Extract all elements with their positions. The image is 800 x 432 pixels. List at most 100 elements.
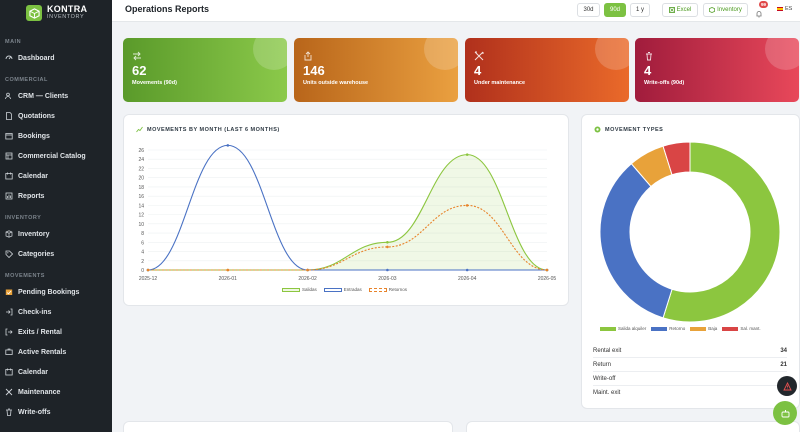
nav-section-heading: MOVEMENTS xyxy=(5,273,45,279)
excel-label: Excel xyxy=(676,7,692,13)
kpi-value: 4 xyxy=(644,63,652,78)
kpi-value: 62 xyxy=(132,63,147,78)
data-point-salidas xyxy=(465,153,469,156)
sidebar-item-calendar[interactable]: Calendar xyxy=(0,166,112,186)
brand-name: KONTRA xyxy=(47,4,88,14)
line-chart-icon xyxy=(136,126,143,133)
sidebar-item-pending-bookings[interactable]: Pending Bookings xyxy=(0,282,112,302)
kpi-value: 4 xyxy=(474,63,482,78)
data-point-salidas xyxy=(386,241,389,244)
sidebar-item-maintenance[interactable]: Maintenance xyxy=(0,382,112,402)
language-label: ES xyxy=(785,6,793,12)
sidebar-item-label: Calendar xyxy=(18,172,48,180)
y-tick-label: 0 xyxy=(141,268,144,274)
bookings-icon xyxy=(5,132,13,140)
notifications-button[interactable]: 99 xyxy=(755,1,769,18)
sidebar-item-label: Maintenance xyxy=(18,388,61,396)
sidebar-item-check-ins[interactable]: Check-ins xyxy=(0,302,112,322)
range-1y-button[interactable]: 1 y xyxy=(630,3,650,17)
movement-types-donut xyxy=(599,141,781,323)
legend-item-salidas[interactable]: Salidas xyxy=(282,287,317,292)
sidebar-item-label: Calendar xyxy=(18,368,48,376)
y-tick-label: 4 xyxy=(141,250,144,256)
data-point-entradas xyxy=(386,268,389,272)
assistant-fab-button[interactable] xyxy=(773,401,797,425)
legend-item-entradas[interactable]: Entradas xyxy=(323,287,362,292)
legend-item-sal-mant[interactable]: Sal. mant. xyxy=(722,326,761,331)
series-line-retornos xyxy=(148,204,548,271)
sidebar-item-dashboard[interactable]: Dashboard xyxy=(0,48,112,68)
y-tick-label: 8 xyxy=(141,231,144,237)
pie-icon xyxy=(594,126,601,133)
panel-title: MOVEMENT TYPES xyxy=(594,126,663,133)
sidebar-item-reports[interactable]: Reports xyxy=(0,186,112,206)
sidebar-item-categories[interactable]: Categories xyxy=(0,244,112,264)
panel-title: MOVEMENTS BY MONTH (LAST 6 MONTHS) xyxy=(136,126,280,133)
kpi-card-maintenance: 4 Under maintenance xyxy=(465,38,629,102)
sidebar-item-calendar[interactable]: Calendar xyxy=(0,362,112,382)
top-header: Operations Reports 30d 90d 1 y Excel Inv… xyxy=(112,0,800,22)
x-tick-label: 2025-12 xyxy=(139,276,158,282)
legend-item-salida-alquiler[interactable]: Salida alquiler xyxy=(600,326,646,331)
language-selector[interactable]: ES xyxy=(777,6,792,12)
inventory-label: Inventory xyxy=(717,7,742,13)
type-row-write-off: Write-off xyxy=(593,372,787,386)
series-area-salidas xyxy=(148,154,547,270)
kpi-card-movements: 62 Movements (90d) xyxy=(123,38,287,102)
data-point-retornos xyxy=(386,245,389,249)
pending-icon xyxy=(5,288,13,296)
y-tick-label: 10 xyxy=(138,222,144,228)
alert-fab-button[interactable] xyxy=(777,376,797,396)
kpi-value: 146 xyxy=(303,63,325,78)
sidebar-item-quotations[interactable]: Quotations xyxy=(0,106,112,126)
inventory-button[interactable]: Inventory xyxy=(703,3,748,17)
data-point-retornos xyxy=(545,268,549,272)
trash-icon xyxy=(644,48,654,61)
donut-slice-salida-alquiler[interactable] xyxy=(662,141,781,323)
brand[interactable]: KONTRA INVENTORY xyxy=(0,0,112,26)
sidebar-item-crm-clients[interactable]: CRM — Clients xyxy=(0,86,112,106)
donut-legend: Salida alquiler Retorno Baja Sal. mant. xyxy=(600,326,761,331)
sidebar-item-label: Bookings xyxy=(18,132,50,140)
sidebar-item-label: Categories xyxy=(18,250,55,258)
range-30d-button[interactable]: 30d xyxy=(577,3,600,17)
line-chart-legend: Salidas Entradas Retornos xyxy=(282,287,407,292)
kpi-label: Under maintenance xyxy=(474,80,526,86)
sidebar-item-commercial-catalog[interactable]: Commercial Catalog xyxy=(0,146,112,166)
export-icon xyxy=(303,48,313,61)
sidebar-item-label: Reports xyxy=(18,192,45,200)
type-row-maint-exit: Maint. exit xyxy=(593,390,621,396)
sidebar-item-label: Check-ins xyxy=(18,308,52,316)
box-icon xyxy=(709,7,716,13)
notification-badge: 99 xyxy=(759,1,769,8)
arrows-icon xyxy=(132,48,142,61)
donut-slice-retorno[interactable] xyxy=(599,163,673,319)
y-tick-label: 18 xyxy=(138,185,144,191)
type-row-return: Return 21 xyxy=(593,358,787,372)
sidebar-item-active-rentals[interactable]: Active Rentals xyxy=(0,342,112,362)
dashboard-icon xyxy=(5,54,13,62)
x-tick-label: 2026-02 xyxy=(298,276,317,282)
box-icon xyxy=(5,230,13,238)
legend-item-retorno[interactable]: Retorno xyxy=(651,326,685,331)
x-tick-label: 2026-03 xyxy=(378,276,397,282)
sidebar-item-inventory[interactable]: Inventory xyxy=(0,224,112,244)
legend-item-retornos[interactable]: Retornos xyxy=(368,287,407,292)
bottom-panel-left xyxy=(123,421,453,432)
range-90d-button[interactable]: 90d xyxy=(604,3,626,17)
sidebar-item-bookings[interactable]: Bookings xyxy=(0,126,112,146)
legend-item-baja[interactable]: Baja xyxy=(690,326,717,331)
document-icon xyxy=(5,112,13,120)
flag-spain-icon xyxy=(777,7,783,11)
brand-subtitle: INVENTORY xyxy=(47,14,85,20)
sidebar-item-exits-rental[interactable]: Exits / Rental xyxy=(0,322,112,342)
sidebar-item-label: Exits / Rental xyxy=(18,328,62,336)
excel-button[interactable]: Excel xyxy=(662,3,698,17)
type-row-rental-exit: Rental exit 34 xyxy=(593,344,787,358)
bell-icon xyxy=(756,11,762,18)
x-tick-label: 2026-04 xyxy=(458,276,477,282)
sidebar-item-write-offs[interactable]: Write-offs xyxy=(0,402,112,422)
trash-icon xyxy=(5,408,13,416)
donut-slice-sal-mant[interactable] xyxy=(662,141,691,176)
